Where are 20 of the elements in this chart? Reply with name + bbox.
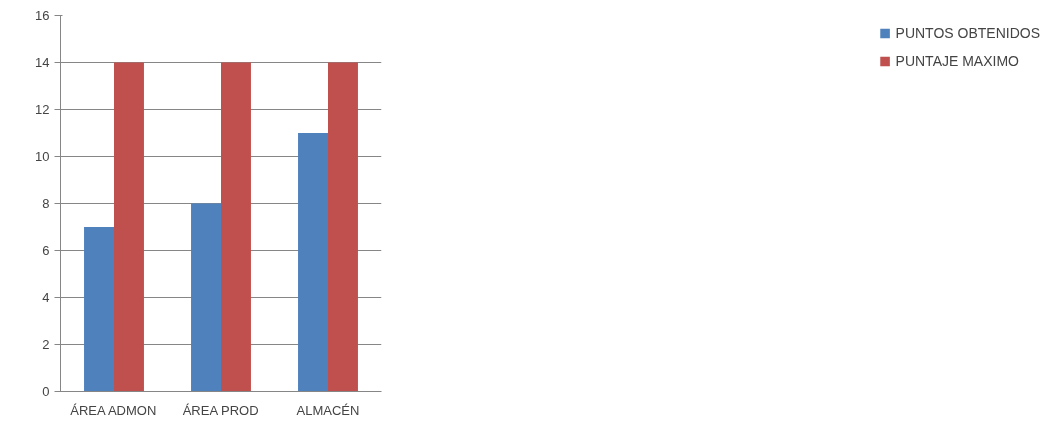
bar — [114, 62, 144, 392]
y-tick-label: 8 — [42, 196, 50, 211]
x-tick-label: ÁREA PROD — [182, 402, 259, 418]
x-tick-label: ÁREA ADMON — [70, 402, 157, 418]
y-tick-label: 6 — [42, 243, 50, 258]
bar — [221, 62, 251, 392]
y-tick-label: 12 — [35, 102, 50, 117]
y-tick-label: 0 — [42, 384, 50, 399]
bar — [298, 133, 328, 392]
legend-label: PUNTAJE MAXIMO — [895, 53, 1019, 69]
y-tick-label: 10 — [35, 149, 50, 164]
y-tick-label: 14 — [35, 55, 50, 70]
bar — [328, 62, 358, 392]
x-tick-label: ALMACÉN — [296, 402, 360, 418]
bar — [84, 227, 114, 392]
bar — [191, 203, 221, 392]
legend-label: PUNTOS OBTENIDOS — [895, 25, 1040, 41]
y-tick-label: 16 — [35, 8, 50, 23]
y-tick-label: 4 — [42, 290, 50, 305]
y-tick-label: 2 — [42, 337, 50, 352]
